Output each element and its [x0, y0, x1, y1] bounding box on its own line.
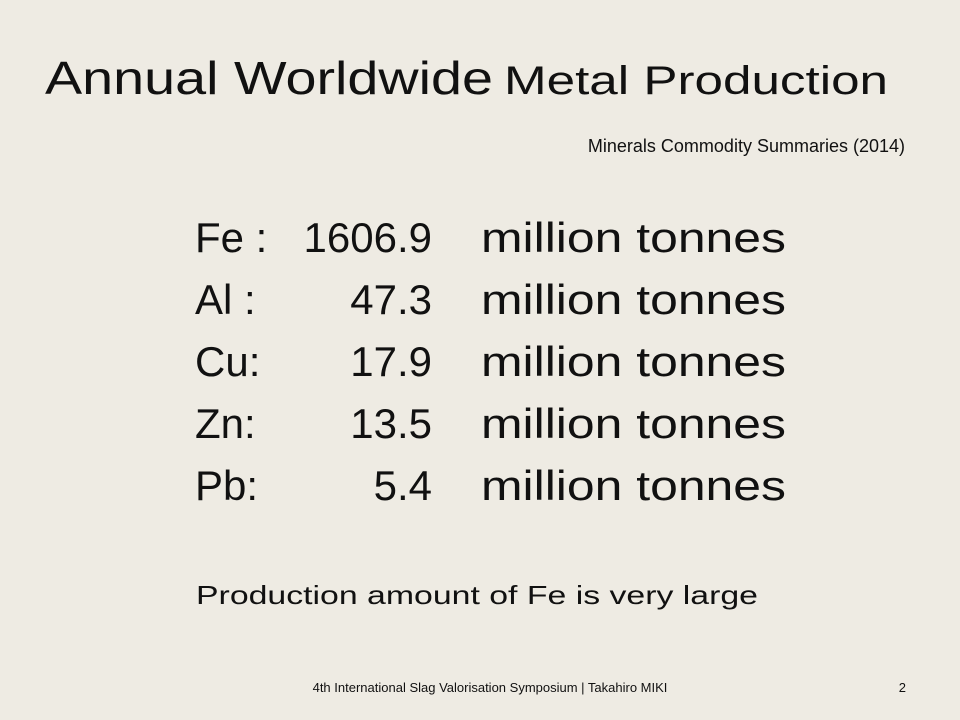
- production-value: 5.4: [374, 462, 432, 509]
- metal-label: Pb:: [195, 462, 258, 509]
- title-part: Metal Production: [504, 59, 888, 103]
- footer-text: 4th International Slag Valorisation Symp…: [313, 680, 668, 695]
- title-part: Annual Worldwide: [45, 52, 493, 104]
- metal-label: Al :: [195, 276, 256, 323]
- unit: million tonnes: [481, 462, 786, 509]
- metal-label: Cu:: [195, 338, 260, 385]
- unit: million tonnes: [481, 400, 786, 447]
- metal-label: Zn:: [195, 400, 256, 447]
- page-number: 2: [899, 680, 906, 695]
- unit: million tonnes: [481, 276, 786, 323]
- unit: million tonnes: [481, 214, 786, 261]
- metal-label: Fe :: [195, 214, 267, 261]
- source: Minerals Commodity Summaries (2014): [588, 136, 905, 156]
- production-value: 13.5: [350, 400, 432, 447]
- rows: Fe : 1606.9 million tonnes Al : 47.3 million …: [195, 214, 786, 509]
- production-value: 47.3: [350, 276, 432, 323]
- production-value: 1606.9: [304, 214, 432, 261]
- production-value: 17.9: [350, 338, 432, 385]
- unit: million tonnes: [481, 338, 786, 385]
- note: Production amount of Fe is very large: [196, 580, 758, 610]
